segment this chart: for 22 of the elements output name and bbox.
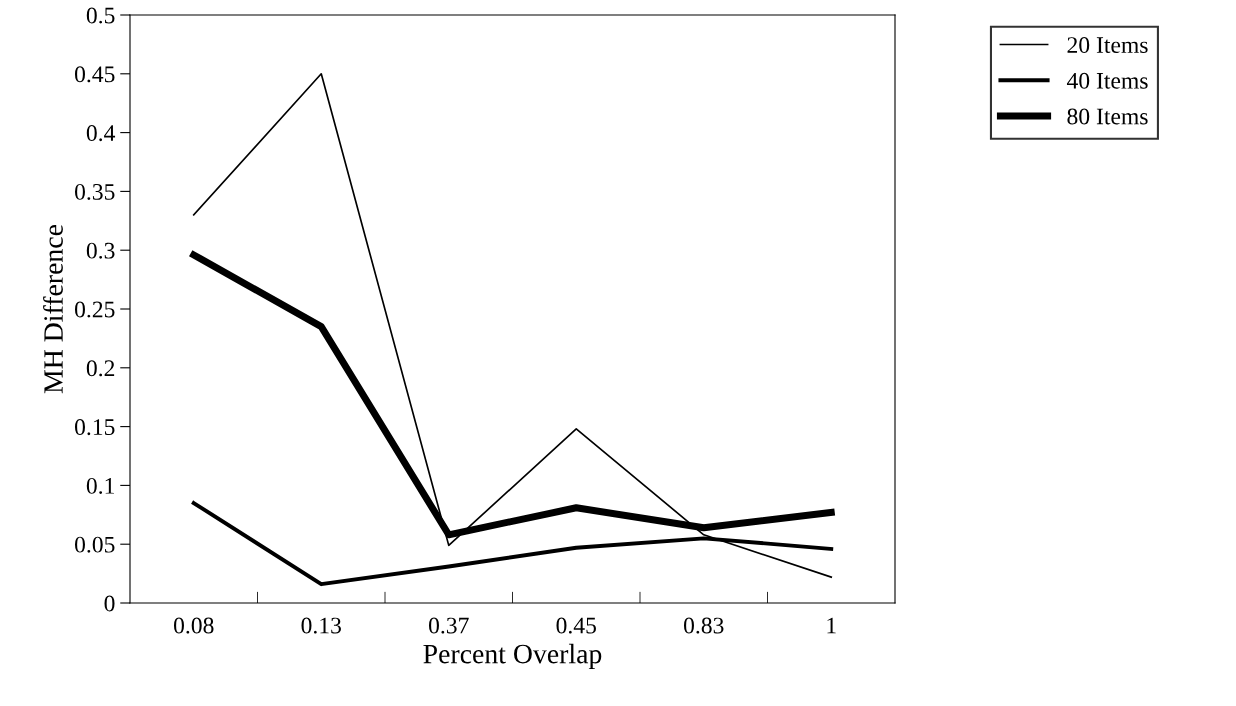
legend-label: 80 Items [1067,108,1148,125]
y-tick-label: 0.15 [75,419,115,436]
legend-label: 20 Items [1067,37,1148,54]
y-tick-label: 0.45 [75,66,115,83]
y-tick-label: 0 [104,595,115,612]
x-tick-label: 0.83 [683,617,724,634]
x-axis-title: Percent Overlap [423,643,602,670]
x-tick-label: 0.45 [556,617,596,634]
y-tick-label: 0.2 [86,360,115,377]
x-tick-label: 0.08 [173,617,214,634]
y-tick-label: 0.5 [86,7,115,24]
y-tick-label: 0.3 [86,242,115,259]
y-tick-label: 0.05 [75,536,115,553]
x-tick-label: 0.37 [428,617,469,634]
x-tick-label: 0.13 [301,617,341,634]
legend-label: 40 Items [1066,72,1148,89]
y-tick-label: 0.4 [86,125,116,142]
y-tick-label: 0.35 [75,183,115,200]
x-tick-label: 1 [827,617,836,634]
y-axis-title: MH Difference [43,224,63,394]
y-tick-label: 0.25 [75,301,115,318]
y-tick-label: 0.1 [86,477,114,494]
